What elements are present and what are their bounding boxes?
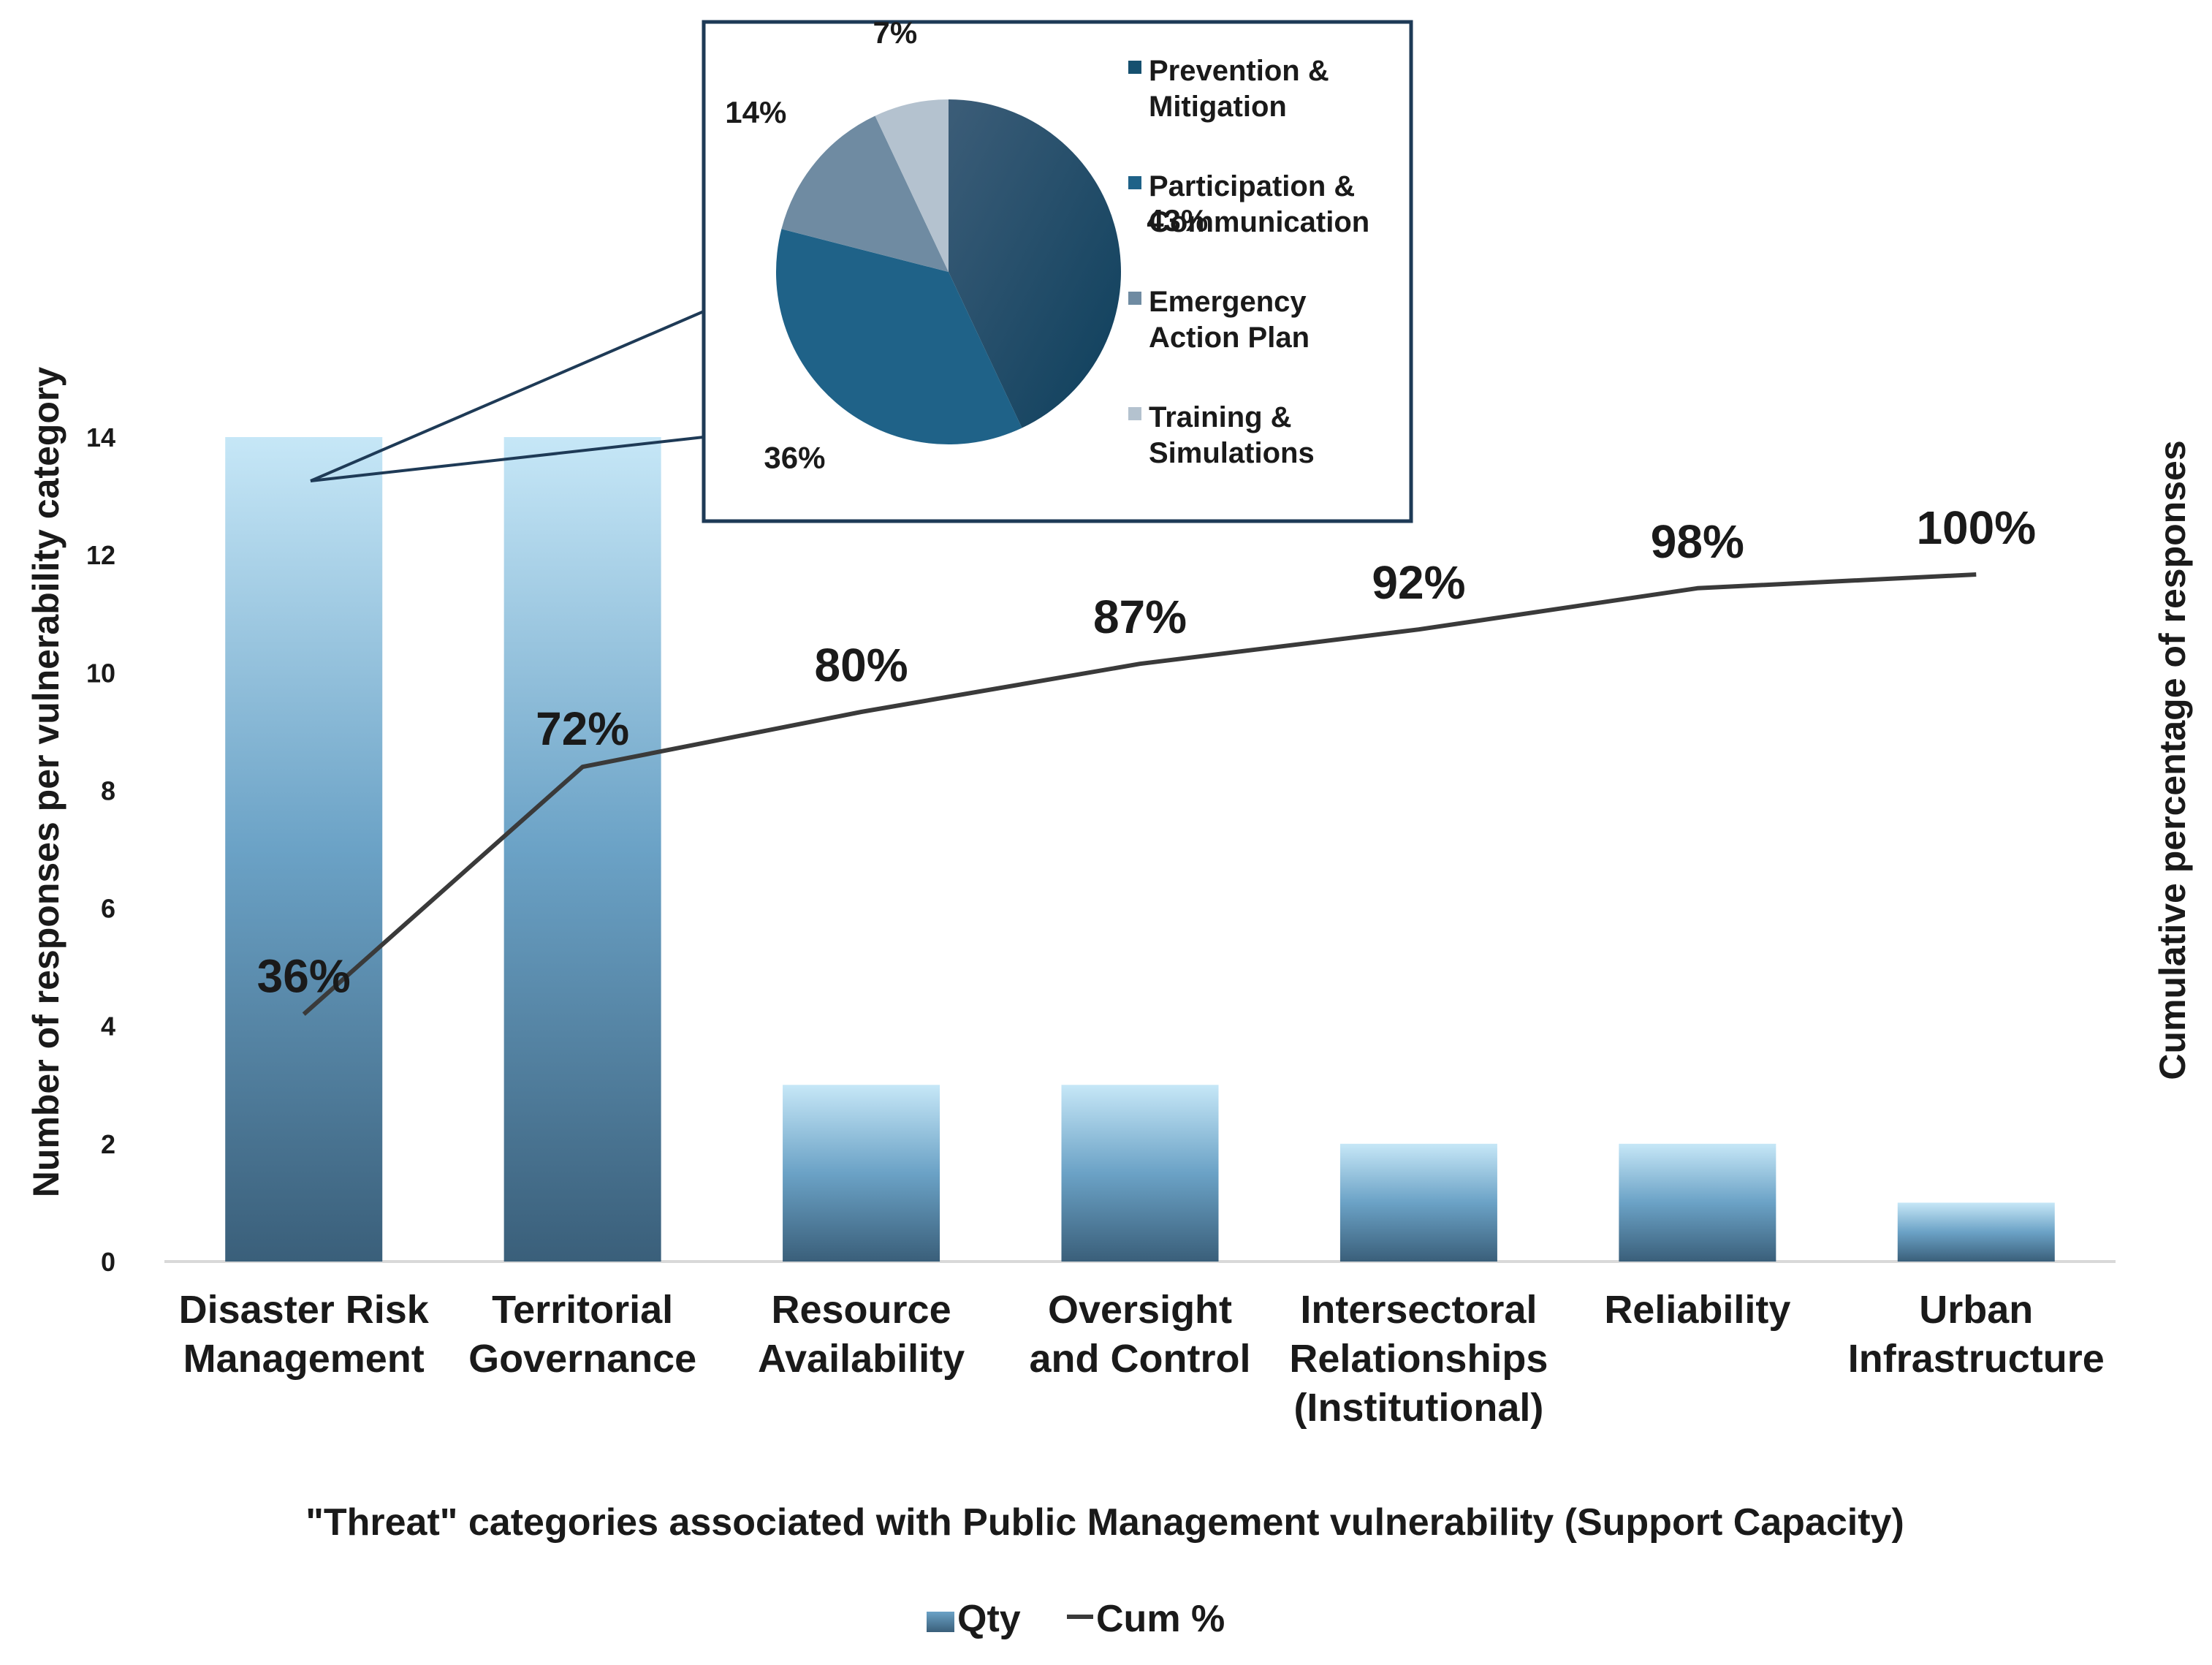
pie-legend-swatch xyxy=(1128,292,1141,305)
category-label: Intersectoral Relationships (Institutional… xyxy=(1289,1288,1548,1430)
y-tick-label: 14 xyxy=(86,422,115,452)
category-label: Urban Infrastructure xyxy=(1848,1288,2105,1381)
cum-pct-line xyxy=(302,572,1977,1016)
category-label: Territorial Governance xyxy=(468,1288,696,1381)
y-tick-label: 10 xyxy=(86,658,115,688)
pie-slice-label: 14% xyxy=(725,95,786,129)
pie-legend: Prevention & Mitigation Participation & Com… xyxy=(1128,55,1369,469)
pie-slice-0 xyxy=(949,99,1121,428)
chart-legend: Qty Cum % xyxy=(927,1598,1225,1640)
y2-axis-title: Cumulative percentage of responses xyxy=(2152,440,2193,1080)
y-tick-label: 6 xyxy=(101,894,115,924)
bar-2 xyxy=(783,1085,940,1262)
pie-legend-label: Emergency Action Plan xyxy=(1149,286,1310,354)
pie-chart: 43% 36% 14% 7% xyxy=(725,15,1208,475)
x-axis-title: "Threat" categories associated with Publ… xyxy=(305,1501,1904,1544)
bar-6 xyxy=(1897,1202,2055,1262)
pie-legend-label: Training & Simulations xyxy=(1149,401,1315,469)
cum-pct-label: 100% xyxy=(1916,501,2036,554)
cum-pct-label: 98% xyxy=(1651,515,1744,568)
bar-1 xyxy=(503,437,661,1262)
y-tick-label: 8 xyxy=(101,775,115,805)
cum-pct-label: 36% xyxy=(257,950,351,1003)
pie-legend-swatch xyxy=(1128,407,1141,420)
pie-slice-3 xyxy=(875,99,949,272)
legend-swatch-qty xyxy=(927,1612,954,1632)
pie-legend-label: Participation & Communication xyxy=(1149,170,1369,238)
category-labels: Disaster Risk Management Territorial Govern… xyxy=(179,1288,2105,1430)
pie-slice-2 xyxy=(781,115,949,272)
inset-pie-panel: 43% 36% 14% 7% Prevention & Mitigation Partic… xyxy=(702,15,1413,523)
bar-series-qty xyxy=(225,437,2055,1262)
cum-pct-label: 87% xyxy=(1093,591,1187,643)
category-label: Disaster Risk Management xyxy=(179,1288,430,1381)
line-series-cum-pct: 36% 72% 80% 87% 92% 98% 100% xyxy=(257,501,2036,1016)
pie-slice-label: 43% xyxy=(1147,203,1208,238)
callout-connector xyxy=(310,310,704,482)
bar-4 xyxy=(1339,1143,1497,1262)
y-axis-title: Number of responses per vulnerability ca… xyxy=(26,367,66,1198)
y-axis-ticks: 0 2 4 6 8 10 12 14 xyxy=(86,422,115,1277)
category-label: Reliability xyxy=(1604,1288,1790,1332)
y-tick-label: 0 xyxy=(101,1247,115,1277)
cum-pct-label: 92% xyxy=(1372,556,1465,609)
bar-3 xyxy=(1061,1085,1219,1262)
pie-slice-label: 7% xyxy=(873,15,918,50)
pie-slice-1 xyxy=(776,229,1022,444)
pie-legend-label: Prevention & Mitigation xyxy=(1149,55,1329,123)
legend-label-cum: Cum % xyxy=(1096,1598,1225,1640)
category-label: Resource Availability xyxy=(758,1288,965,1381)
cum-pct-label: 72% xyxy=(536,702,629,755)
bar-0 xyxy=(225,437,383,1262)
y-tick-label: 12 xyxy=(86,540,115,570)
pie-legend-swatch xyxy=(1128,176,1141,189)
bar-5 xyxy=(1619,1143,1776,1262)
y-tick-label: 2 xyxy=(101,1129,115,1159)
category-label: Oversight and Control xyxy=(1030,1288,1251,1381)
y-tick-label: 4 xyxy=(101,1012,115,1042)
pie-slice-label: 36% xyxy=(764,441,825,475)
cum-pct-label: 80% xyxy=(815,639,908,691)
legend-label-qty: Qty xyxy=(957,1598,1021,1640)
pie-legend-swatch xyxy=(1128,61,1141,74)
